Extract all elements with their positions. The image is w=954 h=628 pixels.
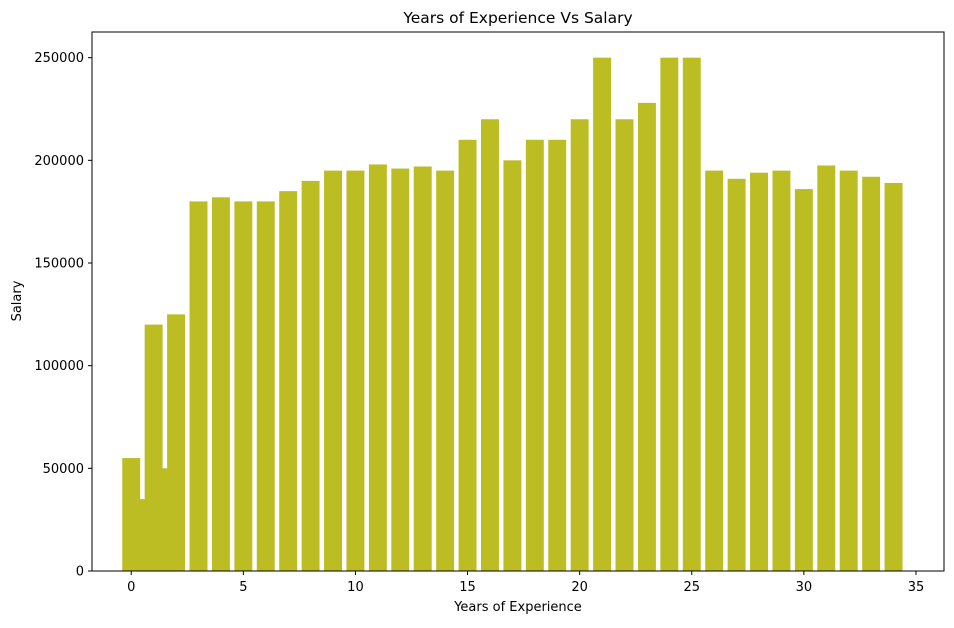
y-axis-ticks: 0 50000 100000 150000 200000 250000	[34, 51, 92, 580]
bar	[772, 170, 791, 571]
x-tick-label: 25	[683, 580, 700, 595]
bar	[279, 191, 298, 571]
x-tick-label: 0	[127, 580, 135, 595]
y-tick-label: 50000	[43, 462, 84, 477]
bars-group	[122, 57, 903, 572]
bar	[324, 170, 342, 571]
x-tick-label: 10	[347, 580, 364, 595]
bar	[884, 182, 903, 572]
bar	[705, 170, 724, 571]
bar	[301, 180, 320, 571]
bar	[503, 160, 522, 572]
bar	[458, 139, 477, 572]
bar	[750, 172, 768, 572]
bar	[189, 201, 208, 571]
x-tick-label: 15	[459, 580, 476, 595]
y-tick-label: 100000	[34, 359, 84, 374]
bar	[660, 57, 679, 571]
bar	[413, 166, 432, 571]
y-tick-label: 250000	[34, 51, 84, 66]
bar	[346, 170, 365, 571]
bar	[570, 119, 589, 572]
bar	[615, 119, 634, 572]
y-tick-label: 0	[76, 565, 84, 580]
x-axis-ticks: 0 5 10 15 20 25 30 35	[127, 571, 924, 595]
bar	[593, 57, 612, 571]
bar	[234, 201, 253, 571]
bar	[368, 164, 387, 571]
x-axis-label: Years of Experience	[453, 600, 582, 615]
bar	[481, 119, 499, 572]
y-tick-label: 200000	[34, 154, 84, 169]
x-tick-label: 30	[796, 580, 813, 595]
y-axis-label: Salary	[10, 280, 25, 321]
bar	[167, 314, 186, 571]
bar	[436, 170, 455, 571]
plot-frame	[91, 31, 945, 572]
bar	[862, 176, 881, 571]
bar	[525, 139, 544, 572]
bar	[682, 57, 701, 571]
y-tick-label: 150000	[34, 257, 84, 272]
x-tick-label: 35	[908, 580, 925, 595]
bar	[839, 170, 858, 571]
chart-title: Years of Experience Vs Salary	[402, 9, 632, 27]
bar	[256, 201, 275, 571]
x-tick-label: 5	[239, 580, 247, 595]
bar	[548, 139, 567, 572]
x-tick-label: 20	[571, 580, 588, 595]
bar	[817, 165, 836, 571]
bar	[637, 102, 656, 571]
bar	[727, 178, 746, 571]
bar	[794, 189, 813, 571]
bar	[391, 168, 410, 571]
bar	[211, 197, 230, 571]
